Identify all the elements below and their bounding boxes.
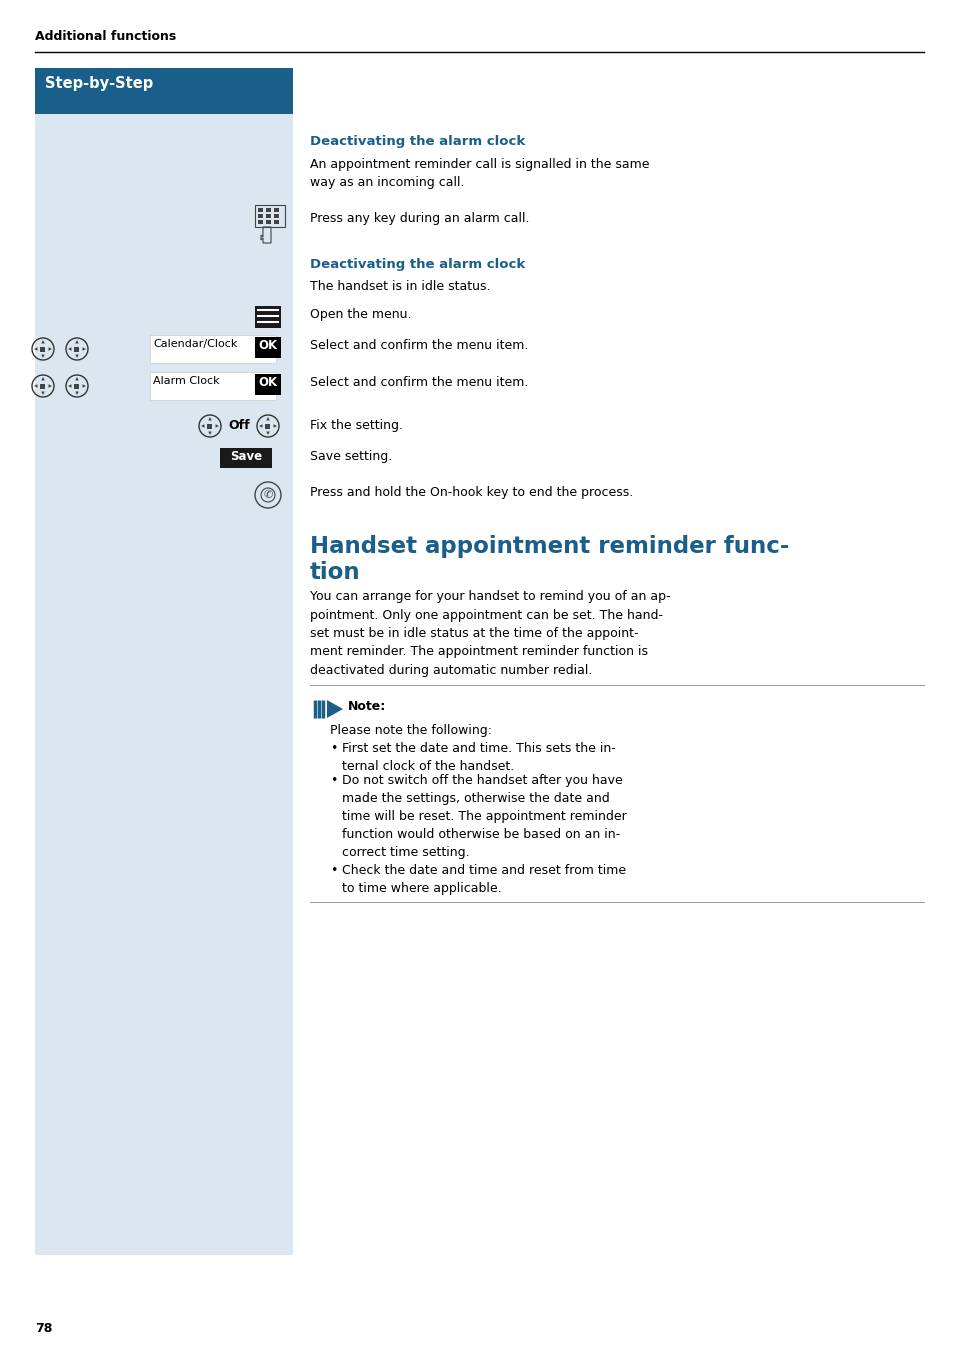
Bar (35, 68, 293, 114)
Bar (40, 346, 46, 352)
Bar (220, 448, 272, 468)
Text: OK: OK (258, 339, 277, 352)
Polygon shape (208, 416, 212, 420)
Text: •: • (330, 742, 337, 754)
Polygon shape (41, 339, 45, 343)
Text: You can arrange for your handset to remind you of an ap-
pointment. Only one app: You can arrange for your handset to remi… (310, 589, 670, 677)
Polygon shape (34, 347, 37, 350)
Text: Please note the following:: Please note the following: (330, 725, 492, 737)
Text: tion: tion (310, 561, 360, 584)
Bar (274, 208, 278, 212)
Bar (254, 306, 281, 329)
Polygon shape (266, 431, 270, 435)
Bar (40, 384, 46, 388)
Polygon shape (75, 392, 79, 395)
Text: Do not switch off the handset after you have
made the settings, otherwise the da: Do not switch off the handset after you … (341, 773, 626, 859)
Text: First set the date and time. This sets the in-
ternal clock of the handset.: First set the date and time. This sets t… (341, 742, 615, 773)
Polygon shape (49, 384, 52, 388)
Text: Deactivating the alarm clock: Deactivating the alarm clock (310, 135, 525, 147)
Polygon shape (75, 339, 79, 343)
Text: 78: 78 (35, 1322, 52, 1334)
Bar (254, 337, 281, 358)
Bar (150, 335, 275, 362)
Polygon shape (327, 700, 343, 718)
Bar (150, 372, 275, 400)
Polygon shape (75, 377, 79, 380)
Bar (266, 208, 271, 212)
Bar (74, 384, 79, 388)
Polygon shape (274, 425, 276, 427)
Bar (266, 214, 271, 218)
Polygon shape (266, 416, 270, 420)
Bar (274, 220, 278, 224)
Bar (74, 346, 79, 352)
Text: OK: OK (258, 376, 277, 389)
Text: Step-by-Step: Step-by-Step (45, 76, 153, 91)
Polygon shape (208, 431, 212, 435)
Bar (265, 423, 271, 429)
Bar (208, 423, 213, 429)
Polygon shape (41, 392, 45, 395)
Text: Calendar/Clock: Calendar/Clock (152, 339, 237, 349)
Polygon shape (82, 384, 86, 388)
Text: Fix the setting.: Fix the setting. (310, 419, 402, 433)
Text: An appointment reminder call is signalled in the same
way as an incoming call.: An appointment reminder call is signalle… (310, 158, 649, 189)
Text: Select and confirm the menu item.: Select and confirm the menu item. (310, 339, 528, 352)
Polygon shape (41, 354, 45, 358)
Polygon shape (258, 425, 262, 427)
Polygon shape (68, 347, 71, 350)
Text: ✆: ✆ (263, 489, 273, 500)
Text: Deactivating the alarm clock: Deactivating the alarm clock (310, 258, 525, 270)
Bar (254, 375, 281, 395)
Bar (266, 220, 271, 224)
Polygon shape (201, 425, 204, 427)
Bar (257, 220, 263, 224)
Text: Save setting.: Save setting. (310, 450, 392, 462)
Text: Press and hold the On-hook key to end the process.: Press and hold the On-hook key to end th… (310, 485, 633, 499)
Polygon shape (41, 377, 45, 380)
Text: Alarm Clock: Alarm Clock (152, 376, 219, 387)
Bar (254, 206, 285, 227)
Text: The handset is in idle status.: The handset is in idle status. (310, 280, 490, 293)
Polygon shape (49, 347, 52, 350)
Text: Note:: Note: (348, 700, 386, 713)
Text: Off: Off (228, 419, 250, 433)
Bar (35, 68, 293, 1255)
Text: Check the date and time and reset from time
to time where applicable.: Check the date and time and reset from t… (341, 864, 625, 895)
Polygon shape (75, 354, 79, 358)
Bar (274, 214, 278, 218)
Text: Additional functions: Additional functions (35, 30, 176, 43)
Bar (257, 214, 263, 218)
Text: Handset appointment reminder func-: Handset appointment reminder func- (310, 535, 788, 558)
Polygon shape (82, 347, 86, 350)
Polygon shape (68, 384, 71, 388)
Text: •: • (330, 864, 337, 877)
Text: Save: Save (230, 450, 262, 462)
Text: •: • (330, 773, 337, 787)
Polygon shape (34, 384, 37, 388)
Text: Open the menu.: Open the menu. (310, 308, 411, 320)
Bar (257, 208, 263, 212)
Text: Press any key during an alarm call.: Press any key during an alarm call. (310, 212, 529, 224)
Polygon shape (215, 425, 219, 427)
Text: Select and confirm the menu item.: Select and confirm the menu item. (310, 376, 528, 389)
